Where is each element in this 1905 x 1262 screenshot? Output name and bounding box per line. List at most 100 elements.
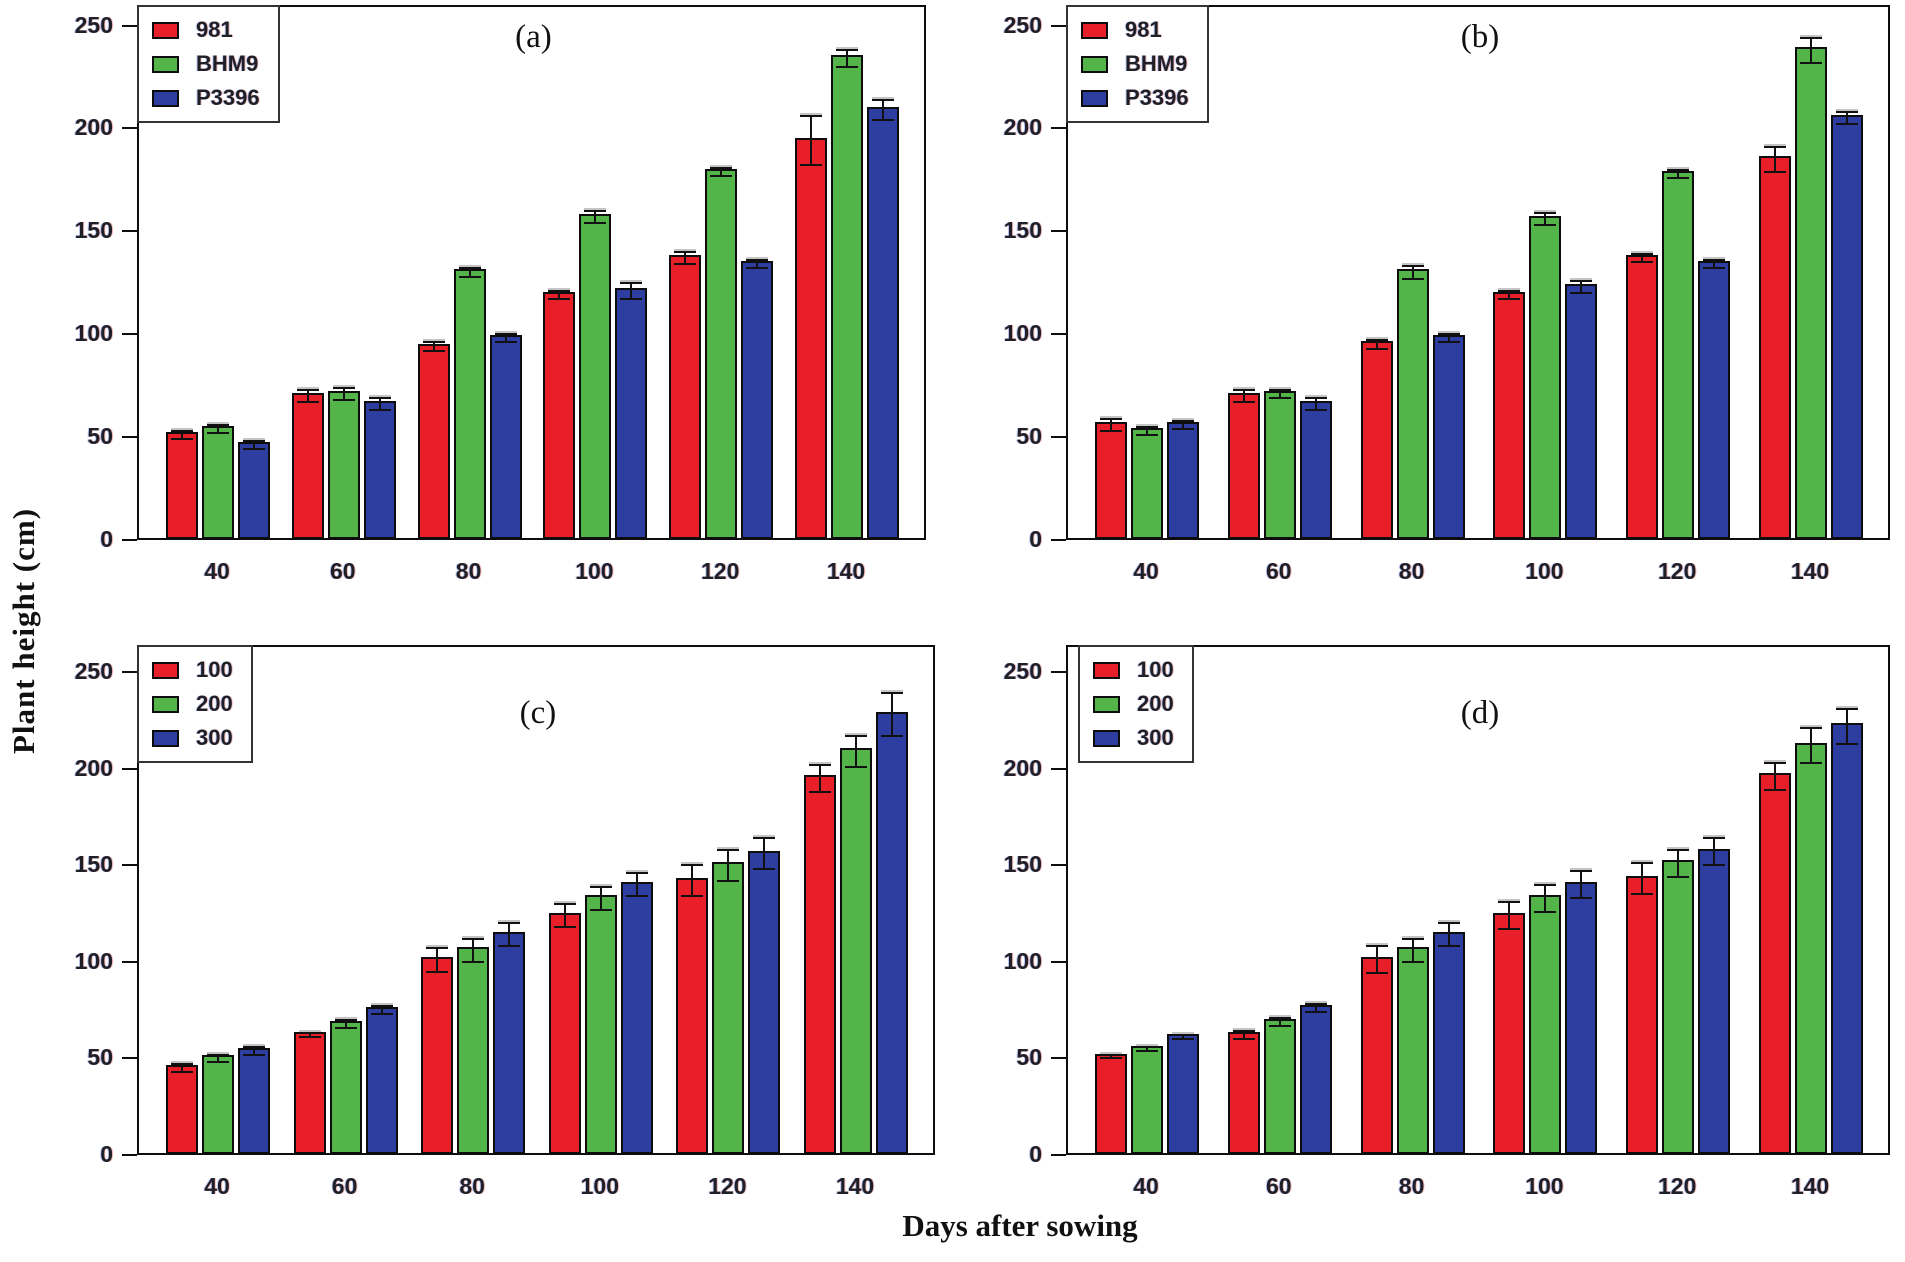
error-bar-cap xyxy=(872,119,894,122)
error-bar-cap xyxy=(334,1026,357,1029)
y-tick-label: 50 xyxy=(1016,1044,1042,1071)
error-bar xyxy=(1314,1004,1317,1013)
error-bar xyxy=(344,1019,347,1028)
legend-swatch xyxy=(152,661,179,679)
y-tick-mark xyxy=(1051,436,1066,439)
bar xyxy=(741,261,774,539)
y-tick-label: 100 xyxy=(74,320,113,347)
error-bar-cap xyxy=(584,209,607,212)
error-bar-cap xyxy=(298,1036,321,1039)
legend: 981 BHM9 P3396 xyxy=(137,5,280,123)
error-bar xyxy=(1677,849,1680,877)
error-bar-cap xyxy=(368,396,391,399)
error-bar-cap xyxy=(1401,277,1424,280)
error-bar xyxy=(1447,334,1450,343)
bar xyxy=(584,895,617,1154)
error-bar-cap xyxy=(171,1071,193,1073)
x-tick-label: 60 xyxy=(331,1173,358,1199)
error-bar xyxy=(756,260,759,269)
x-tick-label: 100 xyxy=(580,1173,619,1199)
error-bar-cap xyxy=(1268,1024,1291,1027)
bar xyxy=(548,912,581,1154)
bar xyxy=(1131,1045,1163,1154)
bar xyxy=(327,390,360,539)
error-bar xyxy=(1810,37,1812,63)
error-bar-cap xyxy=(1534,883,1557,886)
legend: 100 200 300 xyxy=(137,645,253,763)
bar xyxy=(1493,912,1526,1154)
error-bar xyxy=(1411,938,1414,962)
error-bar-cap xyxy=(746,259,769,262)
error-bar-cap xyxy=(1232,1038,1255,1041)
bar xyxy=(1227,392,1260,539)
bar xyxy=(1432,335,1465,539)
panel-c: 100 200 300 (c) 0 50 100 150 200 250 40 60 80 100 120 1… xyxy=(42,645,941,1230)
error-bar xyxy=(504,334,507,343)
x-tick-label: 80 xyxy=(459,1173,485,1199)
y-tick-label: 0 xyxy=(100,526,113,552)
error-bar xyxy=(1508,902,1511,930)
x-tick-label: 100 xyxy=(1525,1173,1564,1199)
error-bar-cap xyxy=(681,864,704,867)
error-bar-cap xyxy=(498,922,521,925)
error-bar xyxy=(306,389,309,403)
error-bar xyxy=(1713,838,1716,866)
error-bar-cap xyxy=(1703,864,1726,867)
y-tick-mark xyxy=(1051,230,1066,233)
error-bar-cap xyxy=(1703,267,1726,270)
bar xyxy=(795,137,827,539)
error-bar-cap xyxy=(1667,875,1690,878)
x-tick-label: 40 xyxy=(1133,1173,1159,1199)
error-bar-cap xyxy=(1304,409,1327,412)
bar xyxy=(365,1007,398,1154)
legend-row: BHM9 xyxy=(152,51,260,77)
error-bar-cap xyxy=(1437,945,1460,948)
y-tick-mark xyxy=(1051,960,1066,963)
legend-swatch xyxy=(152,21,179,39)
error-bar xyxy=(1846,708,1848,744)
legend-row: 981 xyxy=(152,17,260,43)
error-bar-cap xyxy=(553,926,576,929)
error-bar-cap xyxy=(1570,870,1593,873)
error-bar-cap xyxy=(1498,289,1521,292)
error-bar xyxy=(1110,418,1112,431)
error-bar-cap xyxy=(462,937,485,940)
bar xyxy=(1493,292,1526,539)
error-bar-cap xyxy=(1100,1053,1122,1056)
error-bar-cap xyxy=(243,1053,265,1056)
error-bar xyxy=(1580,871,1583,899)
error-bar-cap xyxy=(296,401,319,404)
bar xyxy=(705,168,738,539)
legend-label: P3396 xyxy=(1125,85,1189,110)
bar xyxy=(457,947,490,1154)
error-bar-cap xyxy=(498,945,521,948)
error-bar-cap xyxy=(548,289,571,292)
bar xyxy=(1227,1032,1260,1154)
error-bar-cap xyxy=(589,885,612,888)
error-bar-cap xyxy=(426,947,449,950)
error-bar xyxy=(1810,728,1812,763)
bar xyxy=(1299,401,1332,539)
error-bar-cap xyxy=(207,423,229,426)
panel-a: 981 BHM9 P3396 (a) 0 50 100 150 200 250 40 60 80 100 1… xyxy=(42,5,932,615)
y-tick-mark xyxy=(1051,1154,1066,1156)
error-bar xyxy=(1182,1035,1184,1040)
error-bar-cap xyxy=(1498,901,1521,903)
error-bar-cap xyxy=(1304,1011,1327,1014)
error-bar-cap xyxy=(589,908,612,911)
y-tick-label: 150 xyxy=(1003,217,1042,244)
bar xyxy=(615,287,648,539)
bar xyxy=(1565,881,1598,1154)
bar xyxy=(293,1032,326,1154)
error-bar xyxy=(342,387,345,401)
error-bar xyxy=(1774,762,1776,790)
legend-row: P3396 xyxy=(152,85,260,111)
error-bar-cap xyxy=(1570,279,1593,282)
error-bar-cap xyxy=(1304,1003,1327,1006)
error-bar-cap xyxy=(620,298,643,301)
y-tick-label: 250 xyxy=(74,11,113,38)
legend-row: 100 xyxy=(152,657,233,683)
bar xyxy=(712,862,745,1154)
error-bar-cap xyxy=(1100,417,1122,420)
error-bar xyxy=(635,873,638,897)
